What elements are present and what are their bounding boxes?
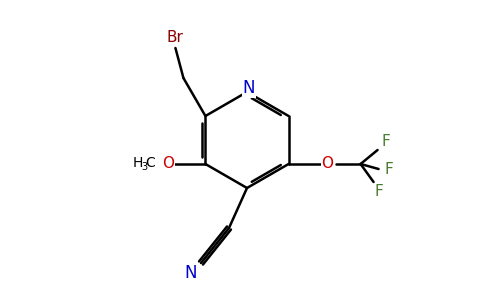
Text: N: N — [185, 264, 197, 282]
Text: F: F — [374, 184, 383, 200]
Text: F: F — [384, 161, 393, 176]
Text: O: O — [321, 157, 333, 172]
Text: F: F — [381, 134, 390, 149]
Text: 3: 3 — [141, 162, 148, 172]
Text: N: N — [243, 79, 255, 97]
Text: O: O — [163, 157, 174, 172]
Text: H: H — [132, 156, 143, 170]
Text: Br: Br — [167, 31, 184, 46]
Text: C: C — [146, 156, 155, 170]
